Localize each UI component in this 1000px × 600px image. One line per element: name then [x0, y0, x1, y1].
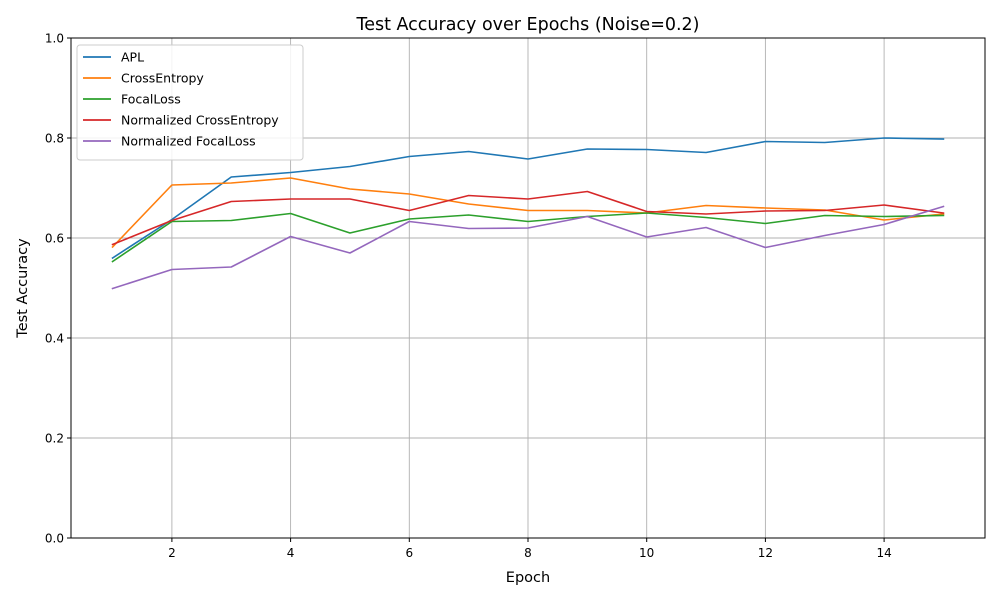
x-tick-label: 4	[287, 546, 295, 560]
series-line-crossentropy	[111, 177, 945, 249]
y-tick-label: 0.4	[45, 332, 64, 346]
legend-label: Normalized FocalLoss	[121, 134, 256, 149]
x-tick-label: 10	[639, 546, 654, 560]
x-tick-label: 12	[758, 546, 773, 560]
legend-label: FocalLoss	[121, 92, 181, 107]
chart-title: Test Accuracy over Epochs (Noise=0.2)	[355, 15, 699, 35]
x-tick-label: 8	[524, 546, 532, 560]
y-tick-label: 0.6	[45, 232, 64, 246]
y-axis-title: Test Accuracy	[15, 238, 31, 339]
series-lines	[111, 137, 945, 290]
legend-label: CrossEntropy	[121, 71, 204, 86]
legend-label: Normalized CrossEntropy	[121, 113, 279, 128]
y-tick-label: 0.0	[45, 532, 64, 546]
series-line-focalloss	[111, 212, 945, 263]
x-tick-label: 14	[876, 546, 891, 560]
legend-label: APL	[121, 50, 144, 65]
x-tick-label: 2	[168, 546, 176, 560]
legend-box	[76, 44, 304, 161]
series-line-normalized-crossentropy	[111, 190, 945, 246]
series-line-normalized-focalloss	[111, 205, 945, 290]
series-line-apl	[111, 137, 945, 260]
y-tick-label: 0.8	[45, 132, 64, 146]
legend: APL CrossEntropy FocalLoss Normalized Cross…	[76, 44, 304, 161]
y-tick-label: 0.2	[45, 432, 64, 446]
axis-ticks: 2 4 6 8 10 12 14 0.0 0.2 0.4 0.6 0.8 1.0	[45, 32, 892, 561]
y-tick-label: 1.0	[45, 32, 64, 46]
x-axis-title: Epoch	[506, 570, 550, 586]
x-tick-label: 6	[405, 546, 413, 560]
